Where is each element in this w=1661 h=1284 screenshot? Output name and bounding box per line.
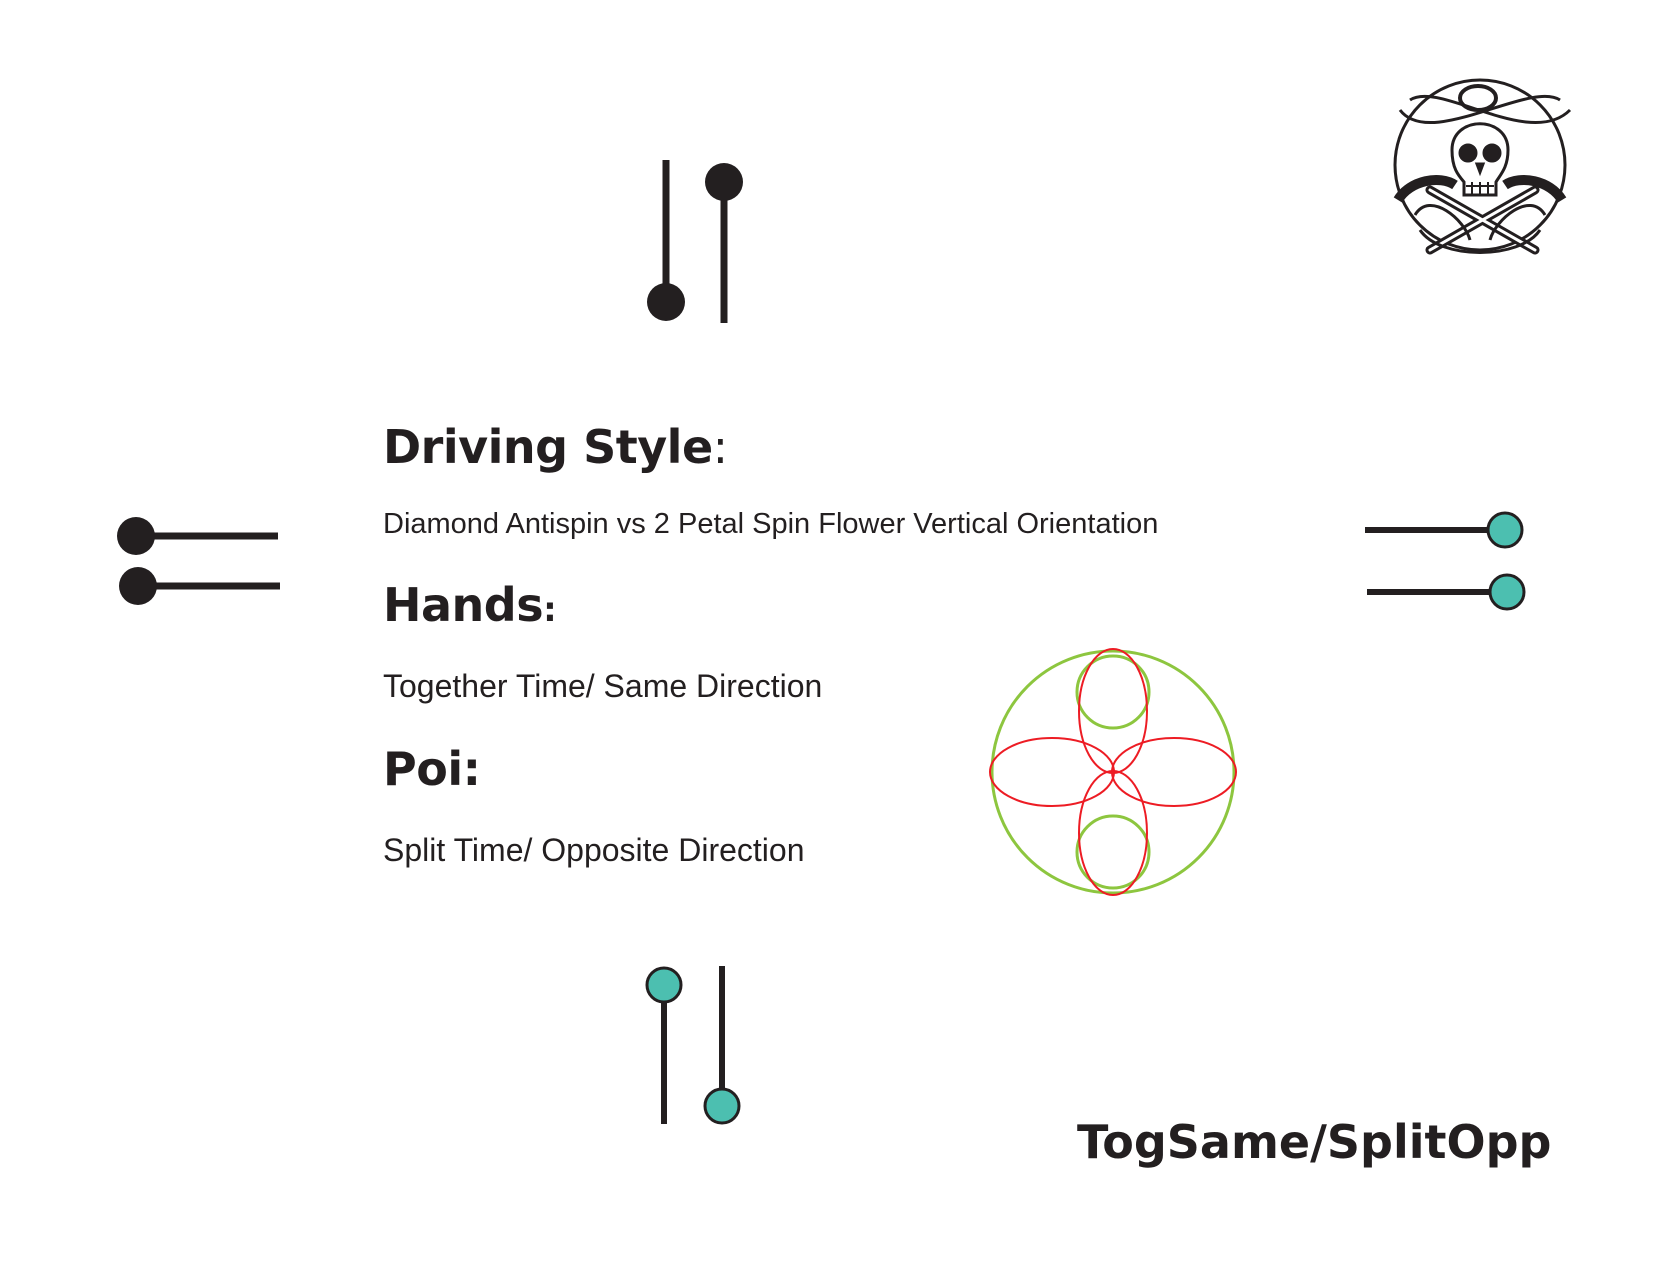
right-poi-pair bbox=[1365, 511, 1526, 611]
petal-left bbox=[989, 737, 1115, 807]
left-lower-poi-head bbox=[119, 567, 157, 605]
left-upper-poi-head bbox=[117, 517, 155, 555]
left-poi-pair bbox=[117, 517, 280, 605]
hands-heading-text: Hands bbox=[383, 578, 544, 632]
driving-style-heading-colon: : bbox=[712, 420, 729, 474]
driving-style-heading: Driving Style: bbox=[383, 420, 728, 474]
top-poi-pair bbox=[647, 160, 743, 323]
spin-flower-diagram bbox=[989, 648, 1237, 896]
bottom-right-poi-head bbox=[703, 1087, 741, 1125]
petal-right bbox=[1111, 737, 1237, 807]
hands-heading-colon: : bbox=[543, 590, 557, 630]
hands-heading: Hands: bbox=[383, 578, 557, 632]
hand-path-circle bbox=[990, 649, 1236, 895]
red-flower-petals bbox=[989, 648, 1237, 896]
driving-style-description: Diamond Antispin vs 2 Petal Spin Flower … bbox=[383, 508, 1159, 540]
lower-small-circle bbox=[1075, 814, 1151, 890]
skull-crossbones-logo-icon bbox=[1393, 78, 1572, 255]
poi-heading: Poi: bbox=[383, 742, 481, 796]
top-right-poi-head bbox=[705, 163, 743, 201]
right-upper-poi-head bbox=[1486, 511, 1524, 549]
petal-bottom bbox=[1078, 770, 1148, 896]
driving-style-heading-text: Driving Style bbox=[383, 420, 713, 474]
bottom-left-poi-head bbox=[645, 966, 683, 1004]
bottom-poi-pair bbox=[645, 966, 741, 1125]
poi-description: Split Time/ Opposite Direction bbox=[383, 832, 805, 868]
footer-label: TogSame/SplitOpp bbox=[1077, 1115, 1552, 1169]
hands-description: Together Time/ Same Direction bbox=[383, 668, 823, 704]
right-lower-poi-head bbox=[1488, 573, 1526, 611]
upper-small-circle bbox=[1075, 654, 1151, 730]
petal-top bbox=[1078, 648, 1148, 774]
top-left-poi-head bbox=[647, 283, 685, 321]
